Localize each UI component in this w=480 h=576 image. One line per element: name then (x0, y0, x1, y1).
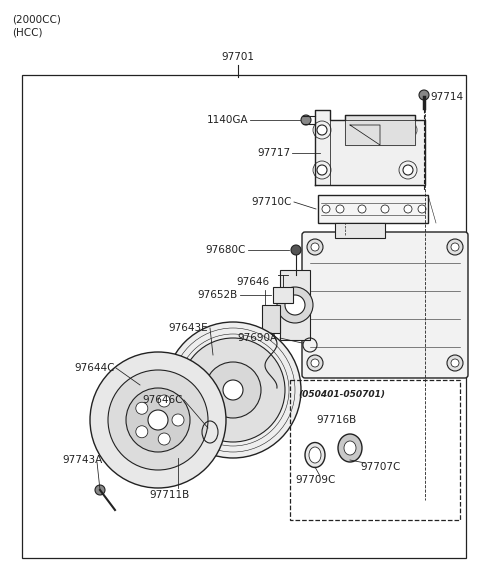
Circle shape (336, 205, 344, 213)
Circle shape (311, 243, 319, 251)
Bar (318, 195, 428, 223)
Circle shape (447, 355, 463, 371)
Circle shape (181, 338, 285, 442)
Circle shape (418, 205, 426, 213)
Circle shape (95, 485, 105, 495)
Text: 97701: 97701 (221, 52, 254, 62)
Text: 97717: 97717 (257, 148, 290, 158)
Circle shape (403, 125, 413, 135)
Circle shape (165, 322, 301, 458)
Circle shape (419, 90, 429, 100)
Ellipse shape (309, 447, 321, 463)
Circle shape (223, 380, 243, 400)
Circle shape (307, 239, 323, 255)
Bar (290, 380, 460, 520)
Circle shape (381, 205, 389, 213)
Circle shape (277, 287, 313, 323)
FancyBboxPatch shape (302, 232, 468, 378)
Ellipse shape (305, 442, 325, 468)
Polygon shape (315, 110, 425, 185)
Circle shape (285, 295, 305, 315)
Circle shape (291, 245, 301, 255)
Circle shape (90, 352, 226, 488)
Circle shape (172, 414, 184, 426)
Text: 97652B: 97652B (198, 290, 238, 300)
Circle shape (447, 239, 463, 255)
Circle shape (158, 395, 170, 407)
Text: 97716B: 97716B (316, 415, 356, 425)
Polygon shape (345, 115, 415, 145)
Circle shape (322, 205, 330, 213)
Circle shape (307, 355, 323, 371)
Circle shape (301, 115, 311, 125)
Text: 97690A: 97690A (238, 333, 278, 343)
Bar (273, 287, 293, 303)
Text: 97680C: 97680C (205, 245, 246, 255)
Circle shape (404, 205, 412, 213)
Circle shape (311, 359, 319, 367)
Bar (335, 223, 385, 238)
Text: 97646: 97646 (237, 277, 270, 287)
Circle shape (158, 433, 170, 445)
Text: 97711B: 97711B (150, 490, 190, 500)
Circle shape (205, 362, 261, 418)
Text: 97714: 97714 (430, 92, 463, 102)
Circle shape (136, 402, 148, 414)
Ellipse shape (338, 434, 362, 462)
Ellipse shape (344, 441, 356, 455)
Text: 97707C: 97707C (360, 462, 400, 472)
Text: (050401-050701): (050401-050701) (298, 390, 385, 399)
Circle shape (403, 165, 413, 175)
Text: 97646C: 97646C (143, 395, 183, 405)
Circle shape (317, 125, 327, 135)
Text: 97643E: 97643E (168, 323, 208, 333)
Bar (280, 270, 310, 340)
Text: 97709C: 97709C (295, 475, 336, 485)
Text: 97710C: 97710C (252, 197, 292, 207)
Text: 97743A: 97743A (62, 455, 102, 465)
Circle shape (451, 359, 459, 367)
Text: 1140GA: 1140GA (206, 115, 248, 125)
Text: 97644C: 97644C (74, 363, 115, 373)
Circle shape (317, 165, 327, 175)
Circle shape (136, 426, 148, 438)
Circle shape (148, 410, 168, 430)
Bar (22, 75, 466, 558)
Circle shape (358, 205, 366, 213)
Text: (2000CC)
(HCC): (2000CC) (HCC) (12, 14, 61, 37)
Circle shape (108, 370, 208, 470)
Bar (262, 305, 280, 333)
Circle shape (451, 243, 459, 251)
Circle shape (126, 388, 190, 452)
